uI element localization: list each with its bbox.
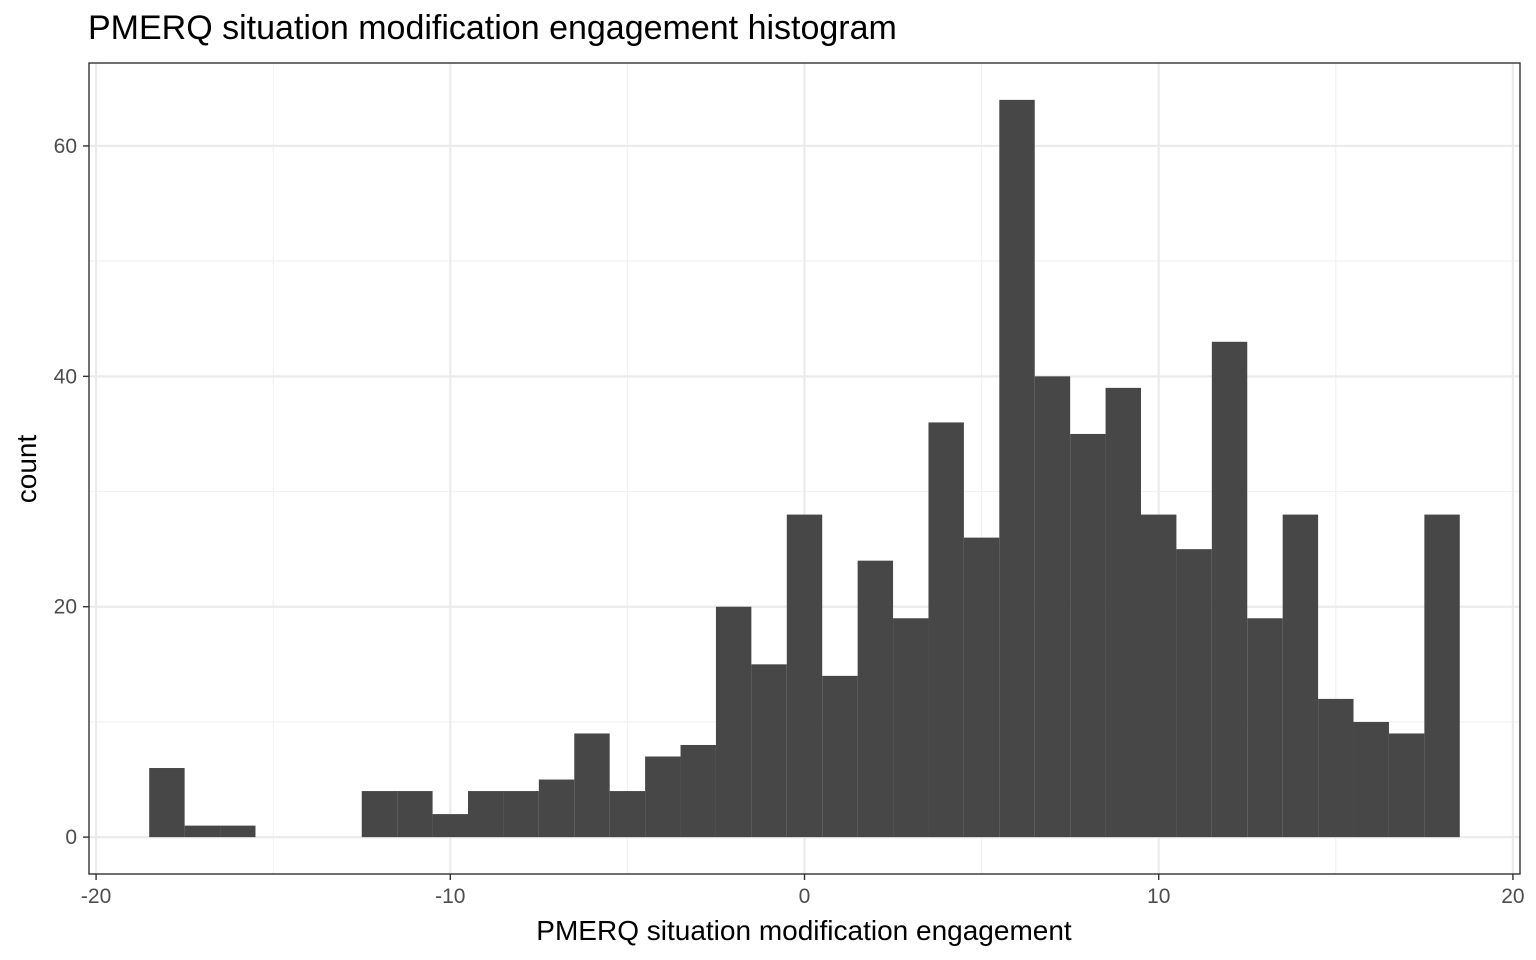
histogram-bar: [1034, 376, 1071, 838]
histogram-bar: [503, 791, 539, 838]
y-tick-label: 40: [54, 365, 77, 388]
x-tick-label: -10: [435, 885, 465, 908]
histogram-bar: [609, 791, 646, 838]
y-tick-label: 0: [65, 826, 77, 849]
histogram-bar: [538, 779, 575, 838]
histogram-bar: [1424, 514, 1460, 838]
histogram-bar: [1140, 514, 1177, 838]
x-axis: -20 -10 0 10 20: [81, 874, 1525, 908]
histogram-bar: [432, 814, 469, 838]
histogram-bar: [893, 618, 929, 838]
histogram-bar: [1353, 721, 1389, 838]
histogram-bar: [1247, 618, 1283, 838]
histogram-bar: [1176, 549, 1212, 838]
x-tick-label: 20: [1501, 885, 1524, 908]
histogram-bar: [645, 756, 681, 838]
histogram-bar: [149, 768, 185, 838]
histogram-bar: [1318, 698, 1354, 838]
y-axis: 0 20 40 60: [54, 135, 89, 849]
histogram-bar: [1388, 733, 1425, 838]
histogram-bar: [397, 791, 433, 838]
histogram-bars: [149, 99, 1460, 838]
histogram-bar: [928, 422, 964, 838]
histogram-bar: [822, 675, 858, 838]
histogram-bar: [1282, 514, 1319, 838]
x-tick-label: 0: [799, 885, 811, 908]
histogram-bar: [786, 514, 823, 838]
histogram-bar: [857, 560, 894, 838]
histogram-bar: [751, 664, 787, 838]
histogram-bar: [184, 825, 221, 838]
histogram-bar: [1211, 341, 1248, 838]
histogram-bar: [468, 791, 504, 838]
histogram-bar: [1105, 387, 1141, 838]
y-tick-label: 60: [54, 135, 77, 158]
histogram-bar: [220, 825, 256, 838]
histogram-bar: [715, 606, 752, 838]
x-tick-label: -20: [81, 885, 111, 908]
histogram-bar: [574, 733, 610, 838]
histogram-bar: [1070, 433, 1106, 838]
x-axis-title: PMERQ situation modification engagement: [536, 915, 1072, 946]
y-axis-title: count: [11, 435, 42, 504]
chart-title: PMERQ situation modification engagement …: [88, 9, 897, 47]
x-tick-label: 10: [1147, 885, 1170, 908]
histogram-bar: [963, 537, 1000, 838]
histogram-bar: [680, 744, 716, 838]
histogram-bar: [361, 791, 398, 838]
y-tick-label: 20: [54, 596, 77, 619]
histogram-bar: [999, 99, 1035, 838]
